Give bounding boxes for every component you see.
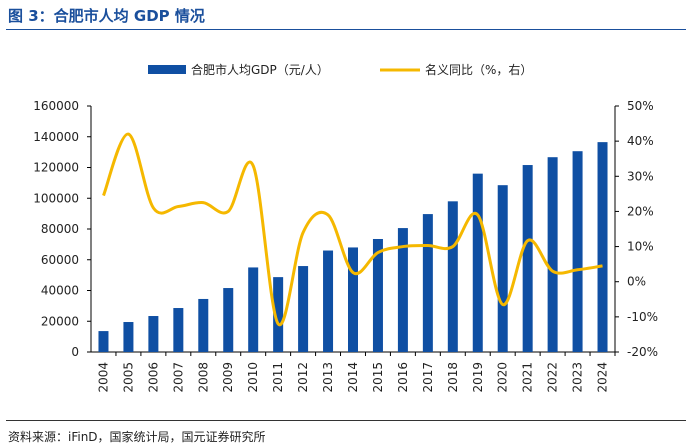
x-tick-label: 2007 <box>171 362 185 393</box>
right-tick-label: 30% <box>627 169 654 183</box>
x-tick-label: 2009 <box>221 362 235 393</box>
bar-2023 <box>572 151 583 352</box>
right-tick-label: 10% <box>627 240 654 254</box>
x-tick-label: 2018 <box>446 362 460 393</box>
bar-2008 <box>198 298 209 352</box>
left-tick-label: 100000 <box>33 191 79 205</box>
bar-2004 <box>98 331 109 352</box>
bar-2011 <box>273 277 284 352</box>
left-tick-label: 120000 <box>33 161 79 175</box>
bar-2022 <box>547 157 558 352</box>
left-tick-label: 60000 <box>41 253 79 267</box>
left-tick-label: 160000 <box>33 99 79 113</box>
yoy-line <box>102 132 603 327</box>
left-tick-label: 20000 <box>41 314 79 328</box>
legend-bar-swatch <box>148 65 186 74</box>
bar-2009 <box>223 288 234 352</box>
bar-2006 <box>148 316 159 352</box>
bar-2018 <box>447 201 458 352</box>
x-tick-label: 2017 <box>421 362 435 393</box>
x-tick-label: 2016 <box>396 362 410 393</box>
right-tick-label: 40% <box>627 134 654 148</box>
x-tick-label: 2021 <box>521 362 535 393</box>
bar-2021 <box>522 165 533 352</box>
legend-bar-label: 合肥市人均GDP（元/人） <box>191 62 329 77</box>
bar-2010 <box>248 267 259 352</box>
x-tick-label: 2013 <box>321 362 335 393</box>
x-tick-label: 2022 <box>546 362 560 393</box>
x-tick-label: 2024 <box>596 362 610 393</box>
bar-2015 <box>372 238 383 352</box>
x-tick-label: 2015 <box>371 362 385 393</box>
x-tick-label: 2020 <box>496 362 510 393</box>
left-tick-label: 40000 <box>41 284 79 298</box>
legend-line-label: 名义同比（%，右） <box>425 62 532 77</box>
title-divider <box>6 29 686 30</box>
bar-2024 <box>597 142 608 352</box>
left-tick-label: 140000 <box>33 130 79 144</box>
x-tick-label: 2011 <box>271 362 285 393</box>
footer-divider <box>6 420 686 421</box>
x-tick-label: 2006 <box>146 362 160 393</box>
bar-2020 <box>497 185 508 352</box>
figure-title: 图 3：合肥市人均 GDP 情况 <box>8 7 205 25</box>
right-tick-label: -10% <box>627 310 658 324</box>
bar-2016 <box>397 228 408 352</box>
right-tick-label: -20% <box>627 345 658 359</box>
bar-2017 <box>422 214 433 352</box>
left-tick-label: 0 <box>71 345 79 359</box>
source-note: 资料来源：iFinD，国家统计局，国元证券研究所 <box>8 430 266 444</box>
bar-2007 <box>173 308 184 352</box>
x-tick-label: 2014 <box>346 362 360 393</box>
x-tick-label: 2010 <box>246 362 260 393</box>
x-tick-label: 2004 <box>96 362 110 393</box>
bar-2013 <box>323 250 334 352</box>
x-tick-label: 2008 <box>196 362 210 393</box>
left-tick-label: 80000 <box>41 222 79 236</box>
x-tick-label: 2012 <box>296 362 310 393</box>
right-tick-label: 50% <box>627 99 654 113</box>
x-tick-label: 2023 <box>571 362 585 393</box>
right-tick-label: 0% <box>627 275 646 289</box>
bar-2014 <box>348 247 358 352</box>
bar-2012 <box>298 266 309 352</box>
x-tick-label: 2005 <box>121 362 135 393</box>
right-tick-label: 20% <box>627 204 654 218</box>
x-tick-label: 2019 <box>471 362 485 393</box>
bar-2005 <box>123 322 134 352</box>
bar-2019 <box>472 173 483 352</box>
